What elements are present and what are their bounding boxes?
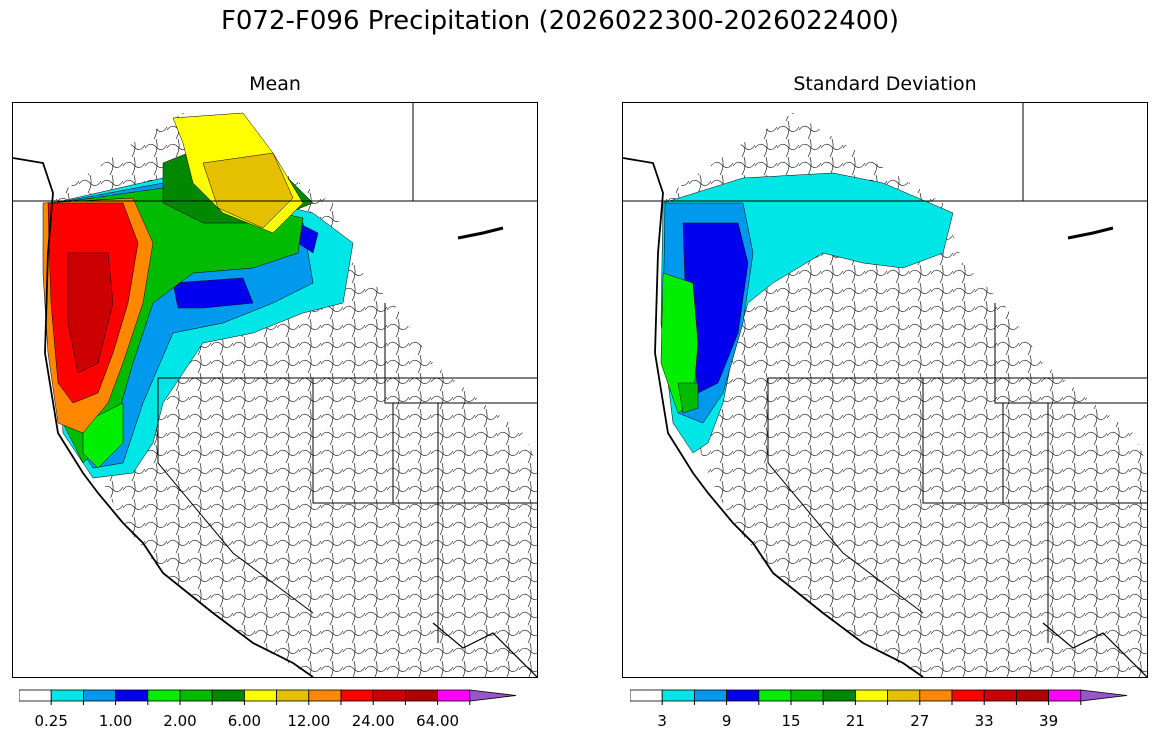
colorbar-tick-label: 1.00: [98, 712, 133, 730]
colorbar-tick-label: 9: [721, 712, 732, 730]
mean-panel-title: Mean: [249, 73, 301, 95]
std-panel-title: Standard Deviation: [793, 73, 977, 95]
figure-title: F072-F096 Precipitation (2026022300-2026…: [220, 6, 900, 36]
colorbar-bin: [243, 689, 277, 702]
state-borders: [13, 103, 537, 643]
colorbar-bin: [19, 689, 52, 702]
international-border: [432, 622, 537, 677]
great-lakes: [457, 226, 504, 240]
coastline: [13, 157, 314, 677]
international-border: [1042, 622, 1147, 677]
colorbar-bin: [822, 689, 856, 702]
colorbar-tick-label: 6.00: [227, 712, 262, 730]
colorbar-bin: [308, 689, 342, 702]
precip-blue: [172, 277, 254, 309]
colorbar-tick-label: 33: [974, 712, 994, 730]
colorbar-bin: [211, 689, 245, 702]
colorbar-bin: [1048, 689, 1082, 702]
colorbar-bin: [50, 689, 84, 702]
colorbar-bin: [790, 689, 824, 702]
colorbar-bin: [179, 689, 213, 702]
colorbar-tick-label: 21: [845, 712, 865, 730]
coastline: [623, 157, 924, 677]
colorbar-tick-label: 12.00: [287, 712, 331, 730]
colorbar-bin: [1080, 689, 1128, 702]
colorbar-tick-label: 0.25: [34, 712, 68, 730]
colorbar-bin: [630, 689, 663, 702]
std-colorbar: [630, 689, 1128, 705]
colorbar-bin: [983, 689, 1017, 702]
colorbar-tick-label: 39: [1039, 712, 1059, 730]
colorbar-bin: [726, 689, 760, 702]
colorbar-bin: [83, 689, 117, 702]
colorbar-bin: [694, 689, 728, 702]
colorbar-bin: [469, 689, 517, 702]
colorbar-bin: [372, 689, 406, 702]
state-borders: [623, 103, 1147, 643]
colorbar-tick-label: 24.00: [351, 712, 395, 730]
colorbar-tick-label: 27: [910, 712, 930, 730]
colorbar-bin: [437, 689, 471, 702]
colorbar-bin: [404, 689, 438, 702]
std-map: [622, 102, 1148, 678]
colorbar-tick-label: 15: [781, 712, 801, 730]
colorbar-bin: [887, 689, 921, 702]
great-lakes: [1067, 226, 1114, 240]
colorbar-tick-label: 2.00: [163, 712, 197, 730]
colorbar-bin: [276, 689, 310, 702]
mean-map: [12, 102, 538, 678]
colorbar-bin: [854, 689, 888, 702]
colorbar-bin: [919, 689, 953, 702]
std-darkgreen: [677, 382, 699, 414]
colorbar-bin: [1015, 689, 1049, 702]
colorbar-bin: [115, 689, 149, 702]
colorbar-bin: [147, 689, 181, 702]
colorbar-tick-label: 64.00: [416, 712, 460, 730]
colorbar-tick-label: 3: [657, 712, 667, 730]
precip-darkred: [67, 252, 114, 374]
colorbar-bin: [340, 689, 374, 702]
colorbar-bin: [661, 689, 695, 702]
colorbar-bin: [758, 689, 792, 702]
mean-colorbar: [19, 689, 517, 705]
colorbar-bin: [951, 689, 985, 702]
